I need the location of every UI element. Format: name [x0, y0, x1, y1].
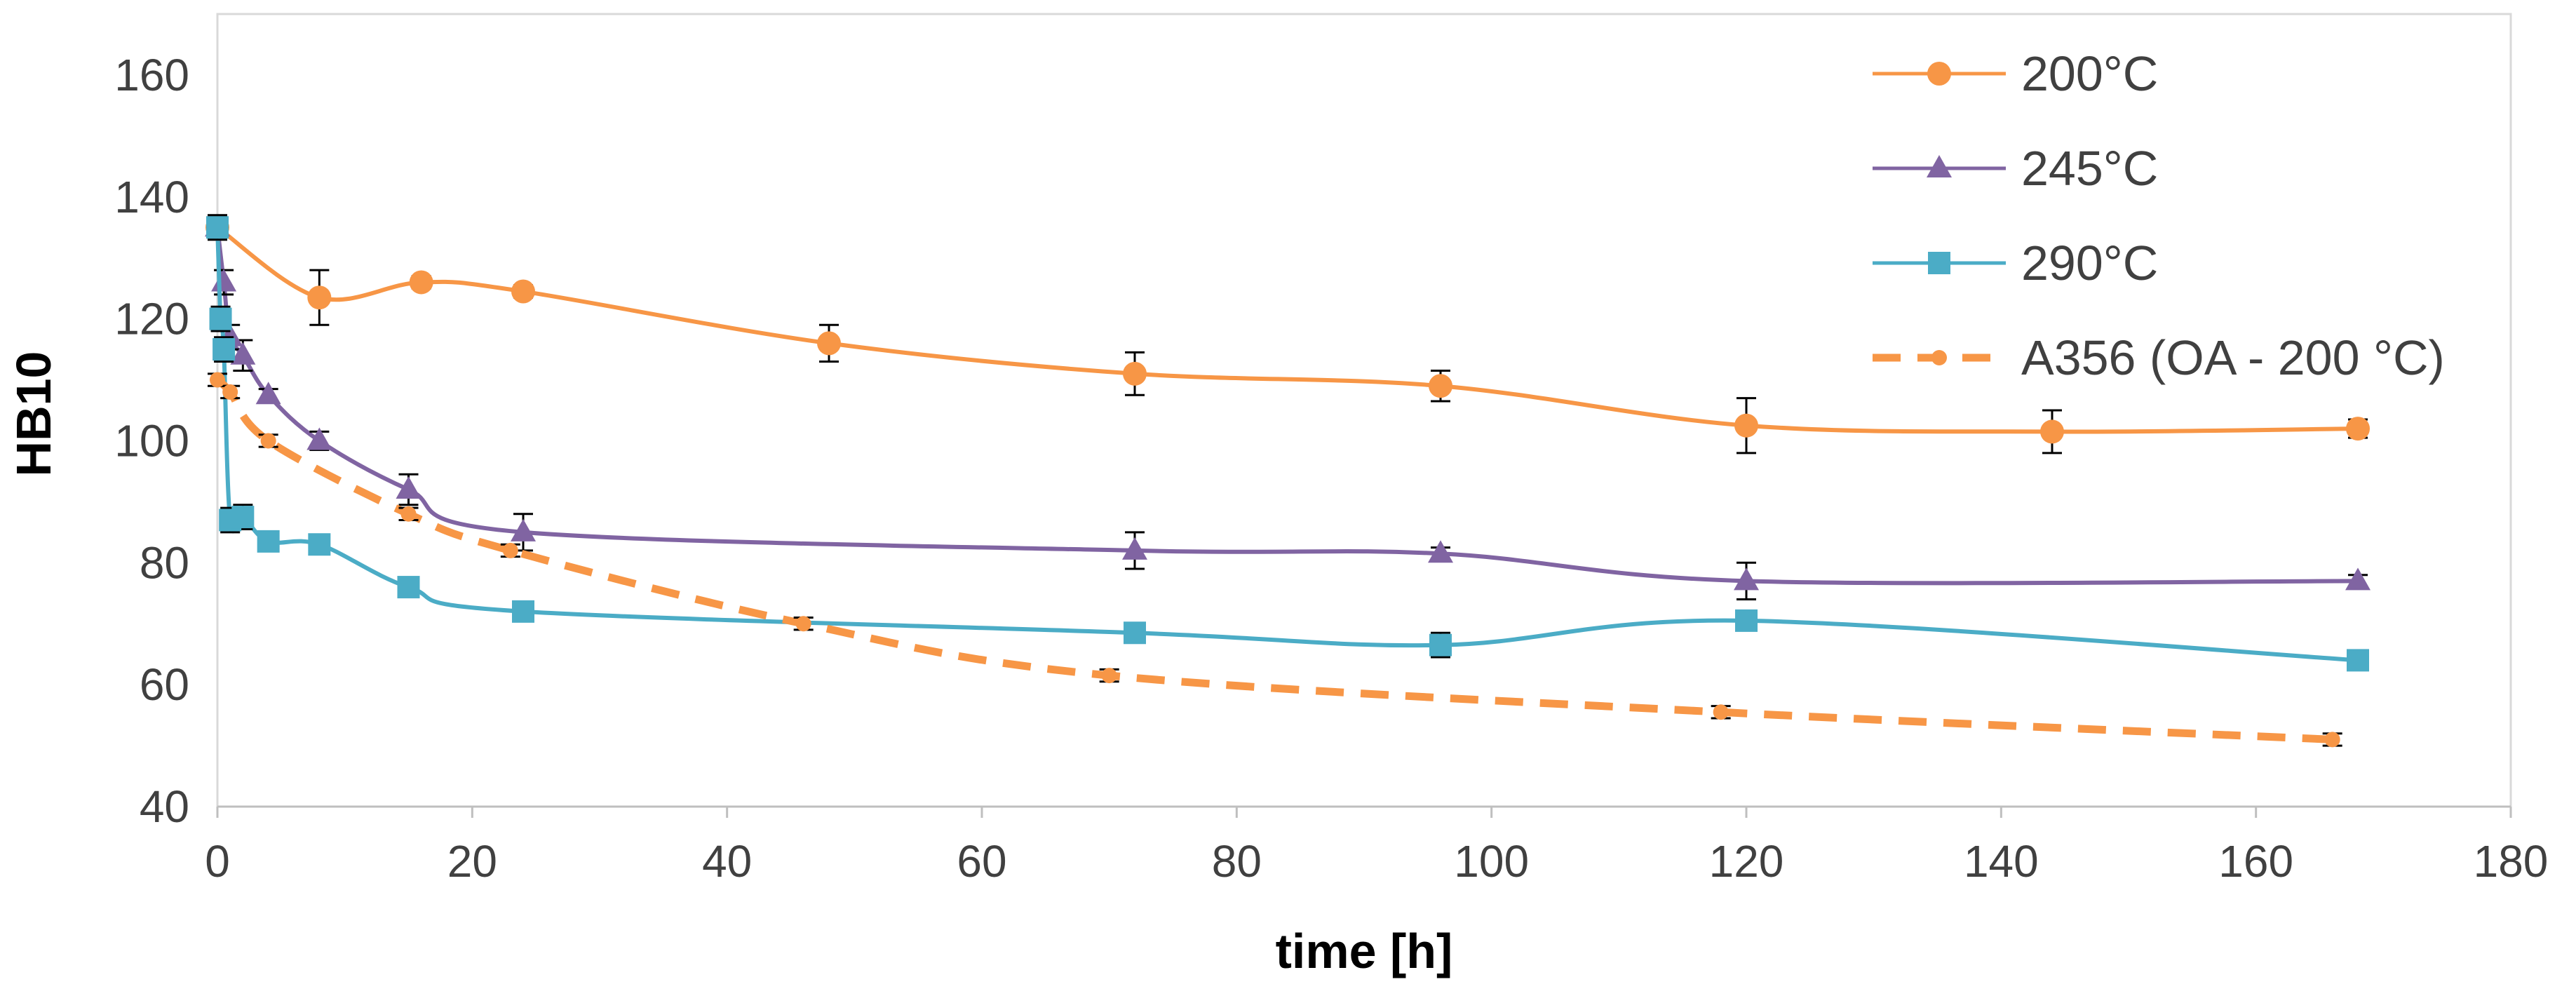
- y-tick-label: 160: [114, 50, 189, 100]
- data-point: [231, 506, 255, 529]
- x-tick-label: 40: [702, 836, 752, 887]
- data-point: [817, 331, 841, 356]
- data-point: [1735, 609, 1758, 632]
- legend-item-1: 200°C: [1873, 46, 2158, 101]
- x-tick-label: 60: [957, 836, 1006, 887]
- data-point: [2324, 732, 2340, 748]
- legend-marker: [1927, 62, 1951, 86]
- data-point: [213, 338, 236, 361]
- data-point: [306, 427, 332, 450]
- x-tick-label: 140: [1964, 836, 2039, 887]
- data-point: [1734, 567, 1759, 591]
- data-point: [1123, 361, 1147, 386]
- legend-label: 245°C: [2021, 141, 2158, 196]
- x-tick-label: 80: [1212, 836, 1262, 887]
- y-tick-label: 60: [140, 659, 189, 710]
- data-point: [2040, 419, 2064, 444]
- legend-label: 200°C: [2021, 46, 2158, 101]
- plot-frame: [216, 13, 2512, 808]
- series-4: [208, 372, 2342, 748]
- legend-label: A356 (OA - 200 °C): [2021, 330, 2445, 385]
- x-tick-label: 160: [2218, 836, 2293, 887]
- data-point: [211, 269, 237, 292]
- data-point: [2346, 417, 2370, 441]
- x-tick-label: 0: [205, 836, 230, 887]
- legend-item-2: 245°C: [1873, 141, 2158, 196]
- data-point: [257, 530, 280, 553]
- x-tick-label: 180: [2474, 836, 2549, 887]
- y-tick-label: 40: [140, 781, 189, 832]
- data-point: [511, 279, 535, 304]
- data-point: [307, 285, 332, 310]
- y-tick-label: 100: [114, 415, 189, 466]
- y-axis-title: HB10: [6, 351, 61, 477]
- data-point: [1122, 537, 1147, 560]
- data-point: [409, 270, 433, 295]
- x-tick-label: 120: [1709, 836, 1784, 887]
- data-point: [308, 533, 331, 556]
- data-point: [396, 476, 422, 499]
- legend-marker: [1927, 155, 1952, 177]
- legend-label: 290°C: [2021, 236, 2158, 290]
- legend-marker: [1928, 252, 1950, 274]
- data-point: [1429, 374, 1452, 398]
- legend-marker: [1931, 350, 1947, 365]
- data-point: [2347, 649, 2369, 672]
- y-tick-label: 80: [140, 537, 189, 588]
- data-point: [1101, 668, 1117, 684]
- data-point: [502, 542, 518, 558]
- x-tick-label: 20: [447, 836, 497, 887]
- data-point: [210, 372, 225, 388]
- legend-item-4: A356 (OA - 200 °C): [1873, 330, 2445, 385]
- data-point: [511, 518, 536, 541]
- data-point: [1713, 704, 1729, 720]
- y-axis: 40 60 80 100 120 140 160: [114, 50, 189, 832]
- data-point: [209, 307, 232, 330]
- series-layer: [205, 214, 2371, 748]
- x-axis-title: time [h]: [1276, 924, 1453, 978]
- data-point: [795, 616, 811, 632]
- data-point: [230, 342, 256, 365]
- data-point: [2345, 567, 2371, 591]
- data-point: [1429, 633, 1452, 657]
- data-point: [400, 506, 417, 522]
- data-point: [512, 600, 534, 623]
- series-3: [206, 214, 2369, 672]
- data-point: [1734, 413, 1758, 438]
- legend-item-3: 290°C: [1873, 236, 2158, 290]
- data-point: [1124, 621, 1146, 645]
- x-tick-label: 100: [1454, 836, 1529, 887]
- data-point: [206, 216, 229, 239]
- data-point: [397, 576, 420, 599]
- data-point: [222, 384, 238, 400]
- data-point: [255, 382, 281, 405]
- series-line: [215, 377, 2333, 743]
- y-tick-label: 120: [114, 294, 189, 344]
- data-point: [1428, 540, 1453, 563]
- data-point: [260, 433, 276, 449]
- legend: 200°C 245°C 290°C A356 (OA - 200 °C): [1873, 46, 2445, 385]
- y-tick-label: 140: [114, 172, 189, 222]
- x-axis: 0 20 40 60 80 100 120 140 160 180: [205, 807, 2548, 887]
